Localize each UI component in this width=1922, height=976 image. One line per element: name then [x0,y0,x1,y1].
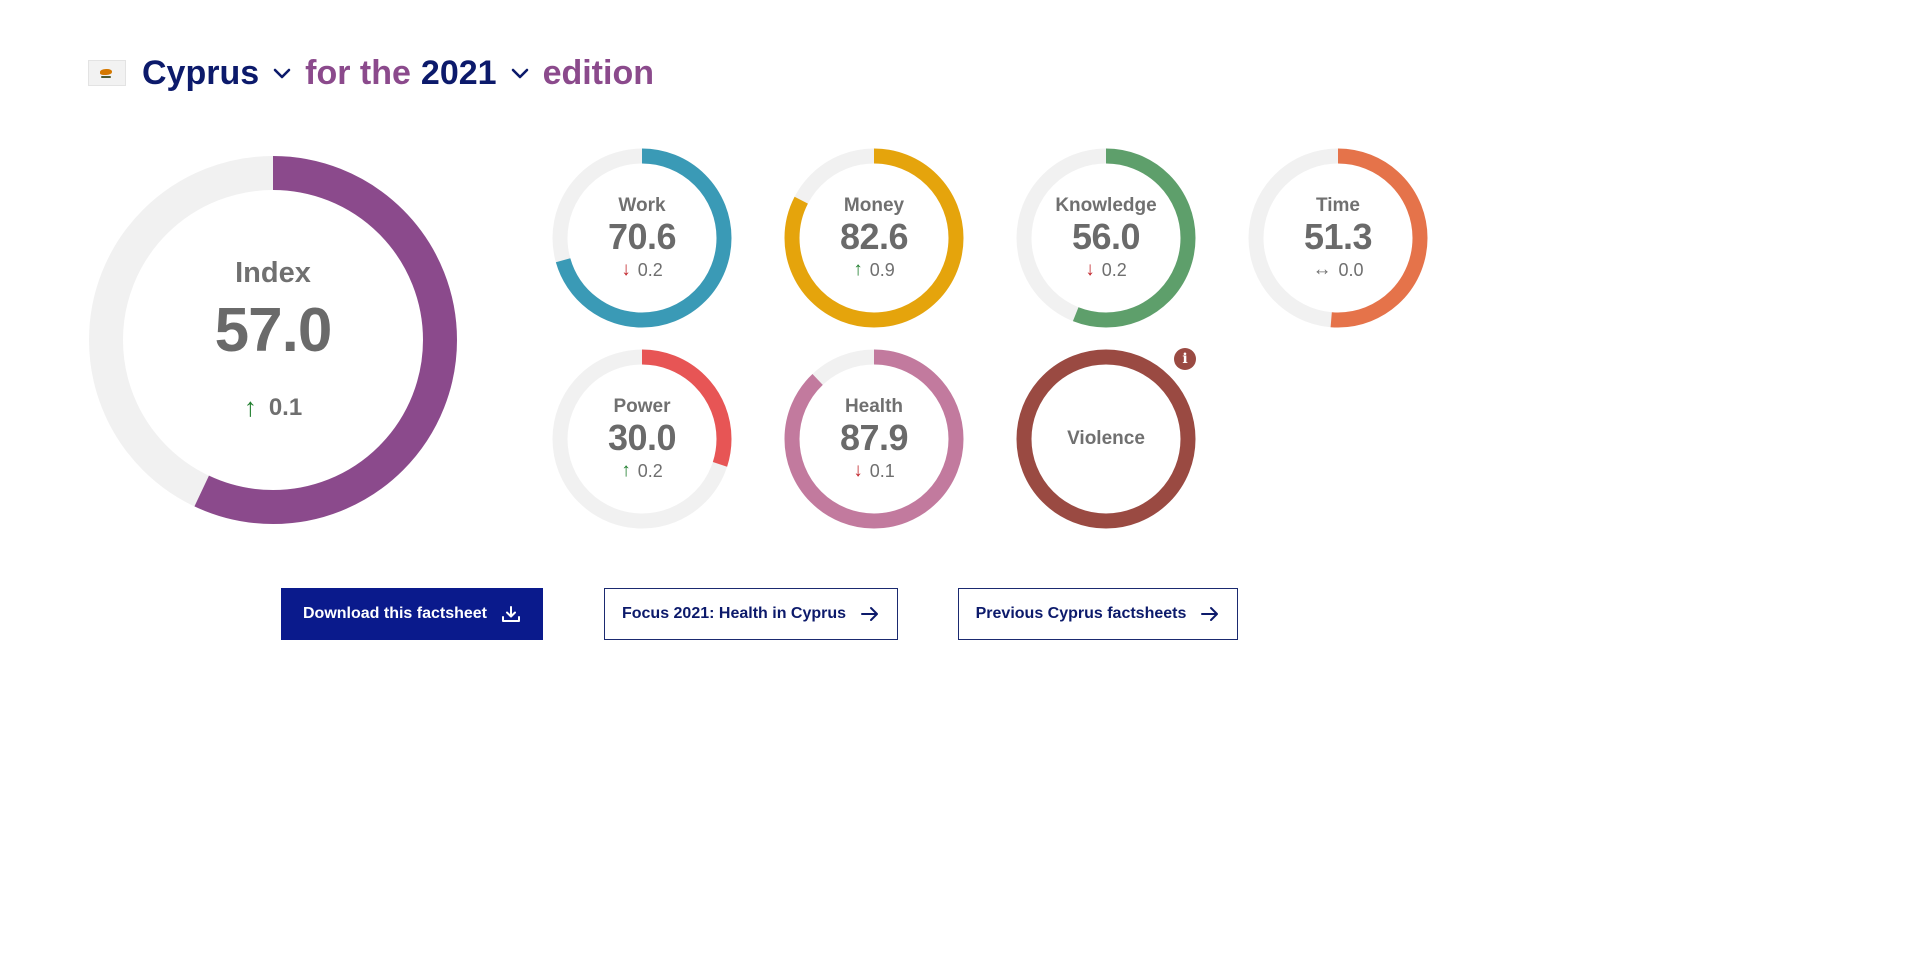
domain-gauge-time[interactable]: Time 51.3 ↔ 0.0 [1248,148,1428,328]
arrow-right-icon [860,606,880,622]
work-ring-arc [552,148,732,328]
health-ring [784,349,964,529]
health-score: 87.9 [839,417,909,458]
health-ring-arc [784,349,964,529]
knowledge-ring [1016,148,1196,328]
focus-health-label: Focus 2021: Health in Cyprus [621,605,847,622]
index-ring-arc [89,156,457,524]
power-ring [552,349,732,529]
download-icon [501,605,521,623]
title-connector: for the [305,53,411,92]
page-title: Cyprus for the 2021 edition [88,48,664,98]
money-ring [784,148,964,328]
time-score: 51.3 [1303,216,1373,257]
arrow-up-icon: ↑ [853,259,863,280]
money-score: 82.6 [839,216,909,257]
violence-ring-arc [1016,349,1196,529]
year-selector[interactable]: 2021 [421,54,533,93]
download-factsheet-label: Download this factsheet [302,605,488,622]
previous-factsheets-label: Previous Cyprus factsheets [975,605,1187,622]
time-label: Time [1315,195,1360,216]
power-ring-arc [552,349,732,529]
edition-year: 2021 [420,53,497,92]
focus-health-button[interactable]: Focus 2021: Health in Cyprus [604,588,898,640]
index-gauge[interactable]: Index 57.0 ↑ 0.1 [89,156,457,524]
health-label: Health [844,396,904,417]
work-label: Work [618,195,666,216]
knowledge-label: Knowledge [1055,195,1157,216]
cyprus-flag-icon [88,60,126,86]
money-change: 0.9 [869,259,895,280]
arrow-down-icon: ↓ [621,259,631,280]
time-ring [1248,148,1428,328]
arrow-down-icon: ↓ [1085,259,1095,280]
download-factsheet-button[interactable]: Download this factsheet [281,588,543,640]
chevron-down-icon [273,68,291,79]
country-selector[interactable]: Cyprus [142,54,295,93]
time-ring-arc [1248,148,1428,328]
power-label: Power [613,396,671,417]
info-icon[interactable]: i [1174,348,1196,370]
title-suffix: edition [542,53,654,92]
domain-gauge-health[interactable]: Health 87.9 ↓ 0.1 [784,349,964,529]
knowledge-ring-arc [1016,148,1196,328]
money-ring-arc [784,148,964,328]
work-change: 0.2 [637,259,663,280]
power-score: 30.0 [607,417,677,458]
work-score: 70.6 [607,216,677,257]
arrow-up-icon: ↑ [243,392,257,422]
index-ring [89,156,457,524]
domain-gauge-violence[interactable]: Violence [1016,349,1196,529]
arrow-horizontal-icon: ↔ [1312,259,1332,280]
violence-label: Violence [1067,428,1145,449]
time-change: 0.0 [1338,259,1364,280]
previous-factsheets-button[interactable]: Previous Cyprus factsheets [958,588,1238,640]
domain-gauge-work[interactable]: Work 70.6 ↓ 0.2 [552,148,732,328]
arrow-right-icon [1200,606,1220,622]
knowledge-score: 56.0 [1071,216,1141,257]
domain-gauge-money[interactable]: Money 82.6 ↑ 0.9 [784,148,964,328]
health-change: 0.1 [869,460,895,481]
arrow-up-icon: ↑ [621,460,631,481]
index-change: 0.1 [268,393,303,421]
index-score: 57.0 [214,296,333,365]
country-name: Cyprus [142,53,260,92]
index-label: Index [235,257,311,289]
violence-ring [1016,349,1196,529]
knowledge-change: 0.2 [1101,259,1127,280]
money-label: Money [843,195,905,216]
chevron-down-icon [511,68,528,79]
power-change: 0.2 [637,460,663,481]
work-ring [552,148,732,328]
domain-gauge-knowledge[interactable]: Knowledge 56.0 ↓ 0.2 [1016,148,1196,328]
domain-gauge-power[interactable]: Power 30.0 ↑ 0.2 [552,349,732,529]
arrow-down-icon: ↓ [853,460,863,481]
